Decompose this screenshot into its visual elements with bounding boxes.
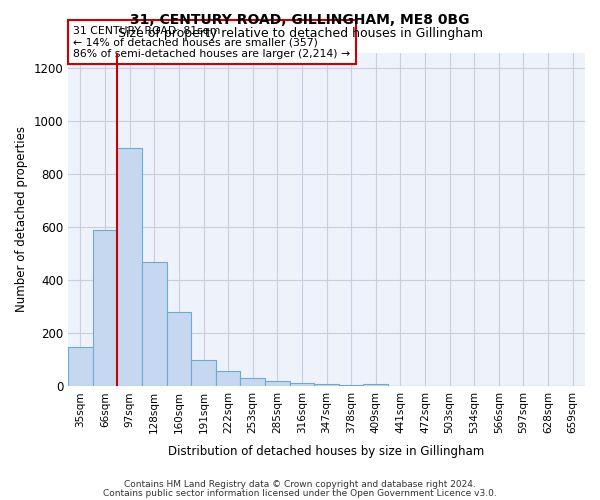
Bar <box>68 346 93 387</box>
Text: Contains public sector information licensed under the Open Government Licence v3: Contains public sector information licen… <box>103 488 497 498</box>
Bar <box>265 381 290 386</box>
X-axis label: Distribution of detached houses by size in Gillingham: Distribution of detached houses by size … <box>169 444 485 458</box>
Bar <box>314 384 339 386</box>
Bar <box>93 230 118 386</box>
Bar <box>216 370 241 386</box>
Bar <box>241 378 265 386</box>
Text: Size of property relative to detached houses in Gillingham: Size of property relative to detached ho… <box>118 28 482 40</box>
Text: 31, CENTURY ROAD, GILLINGHAM, ME8 0BG: 31, CENTURY ROAD, GILLINGHAM, ME8 0BG <box>130 12 470 26</box>
Bar <box>191 360 216 386</box>
Bar <box>118 148 142 386</box>
Bar <box>364 384 388 386</box>
Bar <box>142 262 167 386</box>
Y-axis label: Number of detached properties: Number of detached properties <box>15 126 28 312</box>
Bar <box>290 383 314 386</box>
Text: 31 CENTURY ROAD: 81sqm
← 14% of detached houses are smaller (357)
86% of semi-de: 31 CENTURY ROAD: 81sqm ← 14% of detached… <box>73 26 350 59</box>
Text: Contains HM Land Registry data © Crown copyright and database right 2024.: Contains HM Land Registry data © Crown c… <box>124 480 476 489</box>
Bar <box>167 312 191 386</box>
Bar <box>339 385 364 386</box>
